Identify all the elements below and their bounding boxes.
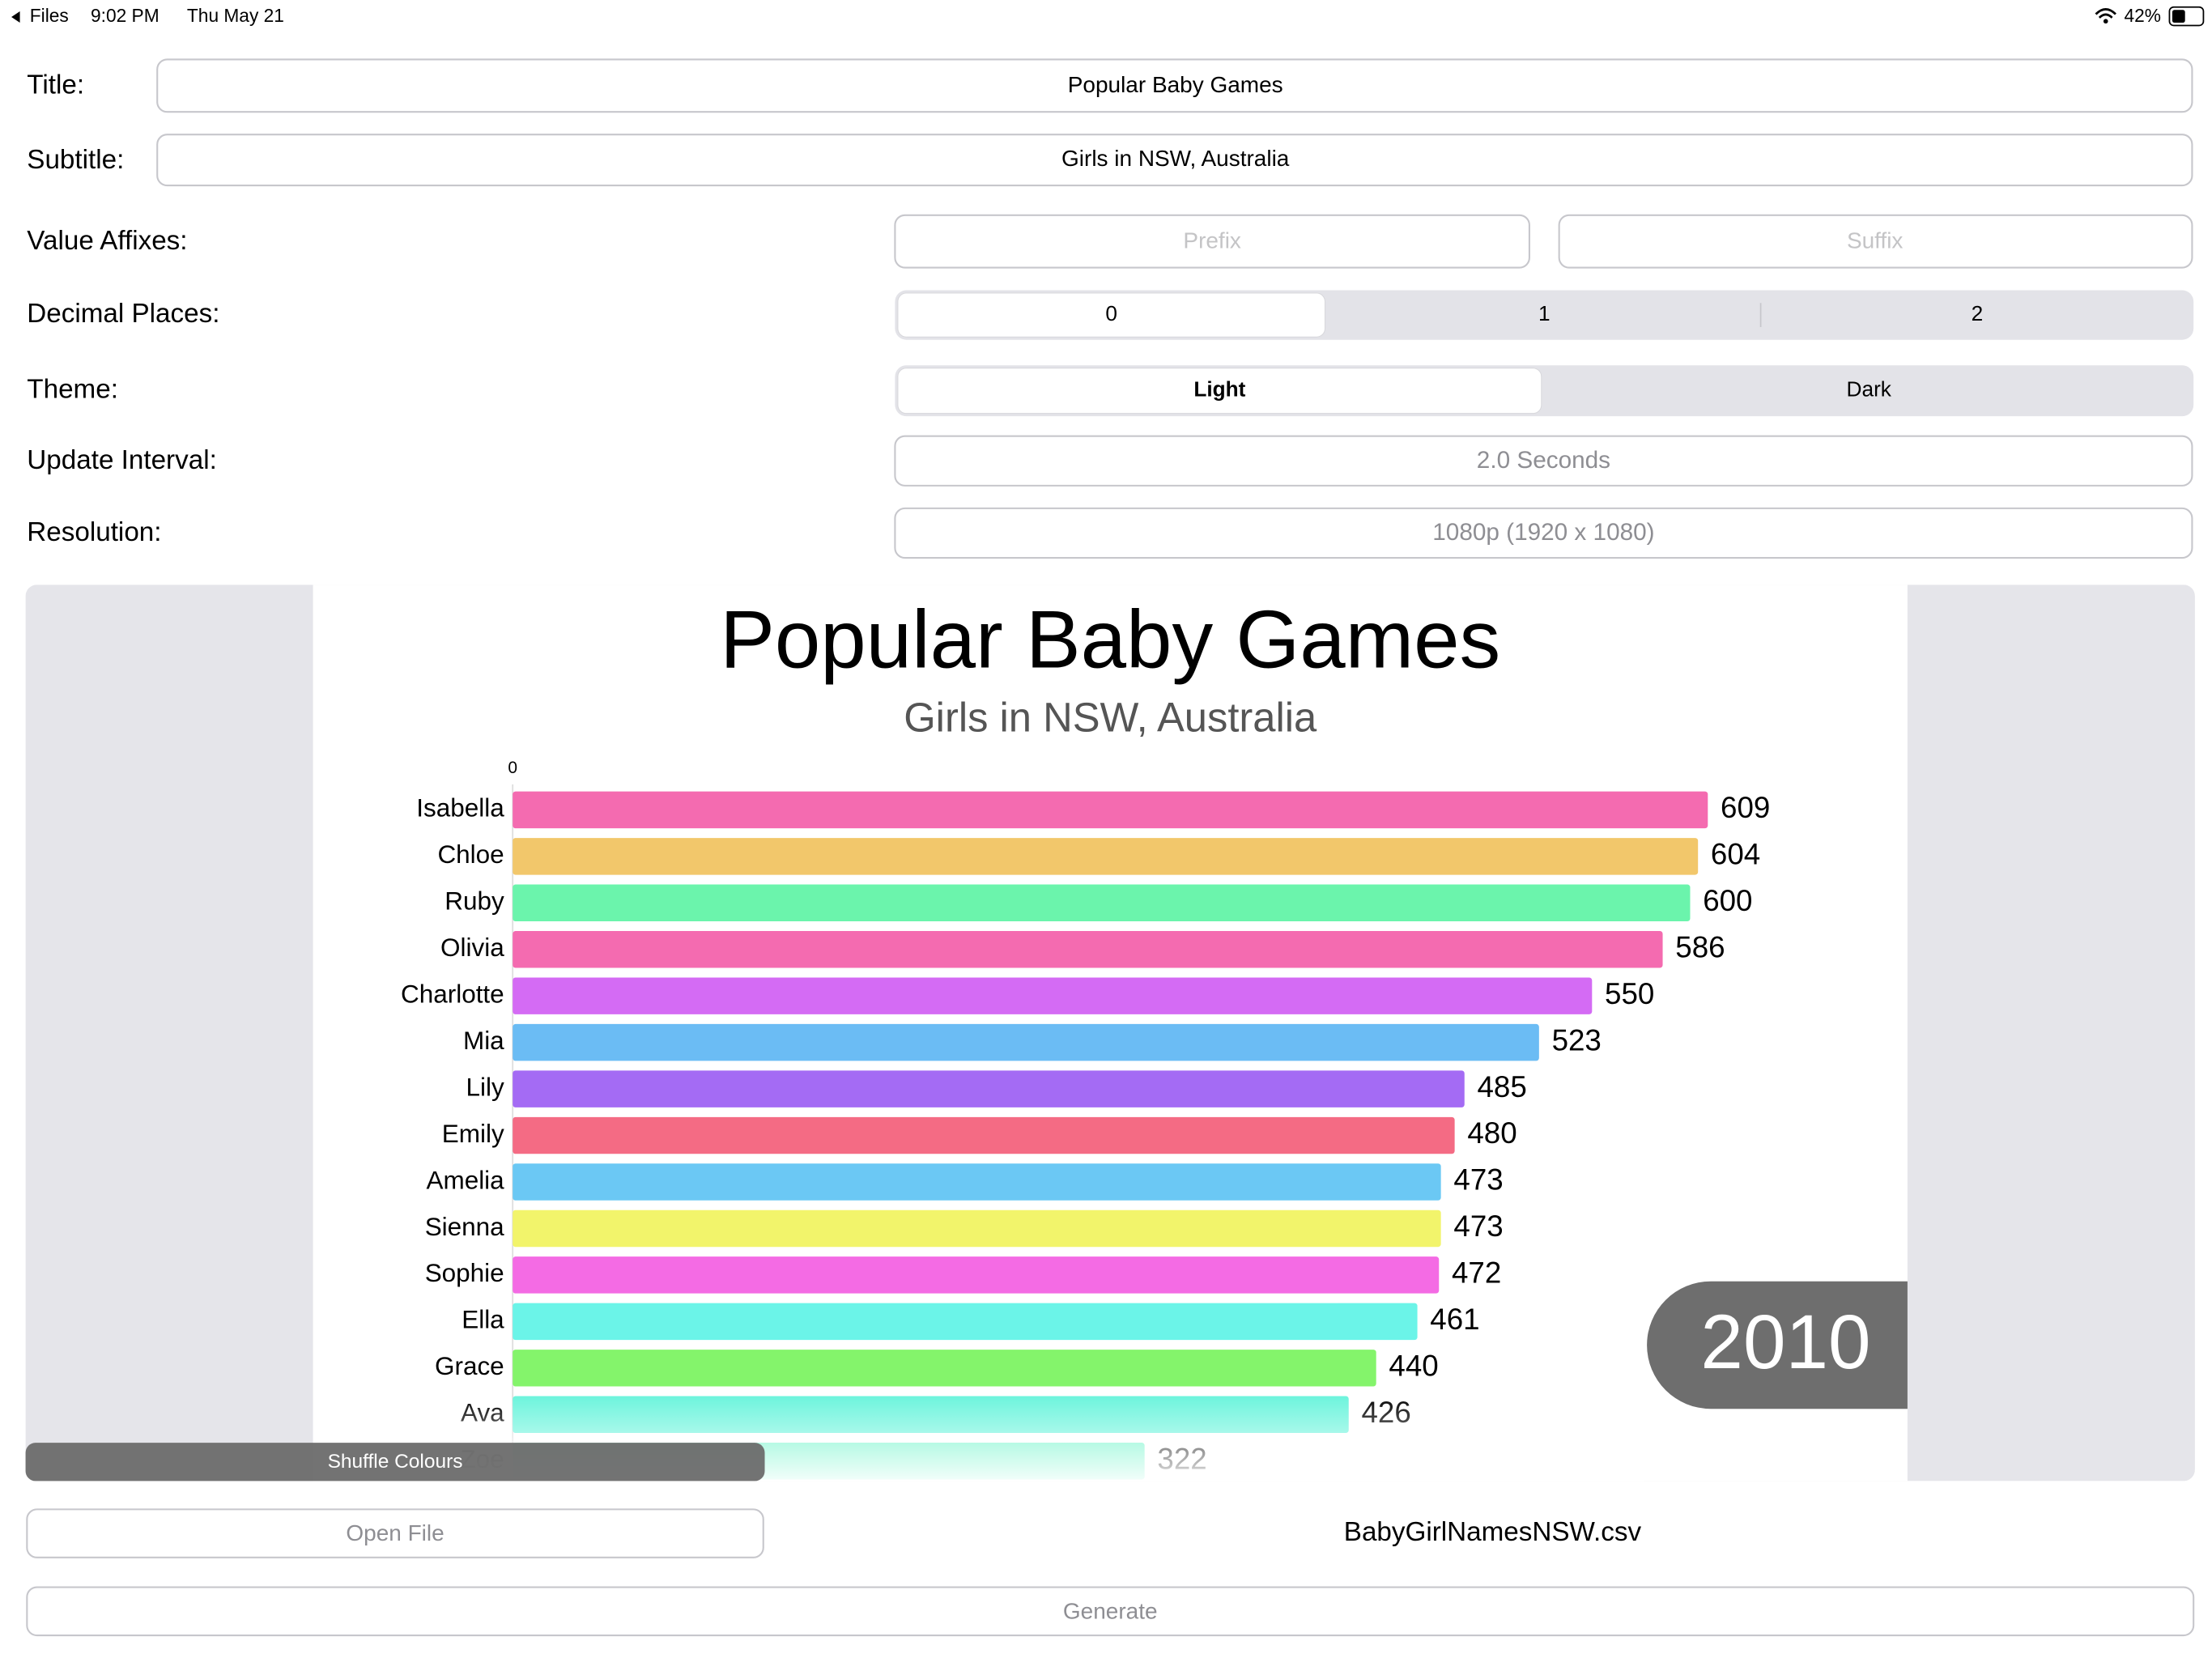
field-label: Resolution:	[27, 517, 161, 547]
value-label: 485	[1477, 1070, 1526, 1103]
category-label: Chloe	[437, 840, 504, 869]
resolution-value: 1080p (1920 x 1080)	[1432, 519, 1654, 546]
suffix-placeholder: Suffix	[1847, 227, 1903, 253]
category-label: Grace	[435, 1352, 504, 1380]
shuffle-colours-button[interactable]	[25, 1443, 765, 1482]
battery-outline	[2168, 6, 2205, 27]
update-interval-value: 2.0 Seconds	[1477, 447, 1610, 474]
category-label: Sophie	[425, 1259, 504, 1287]
bar	[513, 1209, 1441, 1248]
bar	[513, 791, 1708, 829]
bar	[513, 931, 1663, 968]
value-label: 440	[1389, 1350, 1438, 1383]
subtitle-input-text: Girls in NSW, Australia	[1061, 146, 1290, 171]
suffix-input[interactable]	[1558, 214, 2193, 269]
back-label[interactable]: Files	[30, 5, 69, 26]
bar	[513, 838, 1699, 875]
update-interval-field[interactable]	[894, 435, 2193, 487]
subtitle-input[interactable]	[156, 134, 2193, 187]
date: Thu May 21	[187, 5, 284, 26]
value-label: 523	[1552, 1023, 1602, 1056]
decimal_places-option[interactable]: 0	[1105, 301, 1117, 325]
category-label: Sienna	[425, 1213, 504, 1241]
open-file-label[interactable]: Open File	[346, 1520, 444, 1545]
value-label: 461	[1430, 1303, 1479, 1336]
chart-title: Popular Baby Games	[720, 593, 1500, 685]
title-input[interactable]	[156, 58, 2193, 113]
value-label: 586	[1675, 930, 1725, 963]
settings-form: Title: Popular Baby Games Subtitle: Girls i…	[27, 58, 2194, 559]
field-label: Subtitle:	[27, 145, 124, 175]
time: 9:02 PM	[91, 5, 160, 26]
x-tick-label: 0	[508, 759, 517, 777]
value-label: 604	[1711, 838, 1760, 871]
battery-level	[2172, 10, 2185, 23]
shuffle-colours-label[interactable]: Shuffle Colours	[328, 1451, 463, 1473]
category-label: Amelia	[427, 1166, 505, 1194]
field-label: Title:	[27, 70, 84, 100]
file-name: BabyGirlNamesNSW.csv	[1344, 1517, 1642, 1547]
value-label: 473	[1453, 1209, 1503, 1243]
resolution-field[interactable]	[894, 507, 2193, 559]
category-label: Emily	[442, 1120, 504, 1148]
prefix-input[interactable]	[894, 214, 1530, 269]
category-label: Charlotte	[401, 980, 504, 1009]
decimal_places-option[interactable]: 2	[1972, 301, 1984, 325]
value-label: 480	[1467, 1116, 1516, 1150]
value-label: 472	[1452, 1256, 1501, 1290]
bar	[513, 977, 1593, 1014]
decimal_places-selected-segment[interactable]	[897, 292, 1326, 338]
field-label: Decimal Places:	[27, 299, 219, 329]
preview: Popular Baby Games Girls in NSW, Australi…	[25, 585, 2195, 1482]
theme-selected-segment[interactable]	[897, 368, 1542, 414]
category-label: Ella	[462, 1306, 504, 1334]
value-label: 473	[1453, 1163, 1503, 1197]
period-label: 2010	[1700, 1300, 1870, 1385]
bar	[513, 884, 1691, 922]
category-label: Mia	[463, 1027, 504, 1055]
bar	[513, 1163, 1441, 1201]
category-label: Ruby	[445, 887, 504, 916]
theme-option[interactable]: Dark	[1847, 377, 1892, 402]
value-label: 609	[1721, 791, 1770, 824]
bar	[513, 1350, 1376, 1387]
back-arrow[interactable]	[11, 11, 20, 23]
bar	[513, 1116, 1455, 1154]
decimal_places-option[interactable]: 1	[1538, 301, 1551, 325]
category-label: Isabella	[416, 794, 504, 823]
generate-button[interactable]	[26, 1586, 2195, 1637]
prefix-placeholder: Prefix	[1183, 227, 1241, 253]
battery-percent: 42%	[2124, 5, 2160, 26]
generate-label[interactable]: Generate	[1063, 1598, 1158, 1623]
wifi-dot	[2103, 19, 2108, 24]
period-badge	[1647, 1281, 1908, 1409]
bar	[513, 1070, 1465, 1107]
value-label: 600	[1703, 884, 1752, 917]
bar	[513, 1256, 1440, 1294]
field-label: Theme:	[27, 374, 118, 404]
title-input-text: Popular Baby Games	[1068, 72, 1283, 97]
category-label: Lily	[466, 1073, 504, 1101]
open-file-button[interactable]	[26, 1508, 764, 1558]
field-label: Update Interval:	[27, 445, 217, 475]
theme-option[interactable]: Light	[1193, 377, 1245, 402]
chart: Popular Baby Games Girls in NSW, Australi…	[401, 593, 1908, 1482]
category-label: Olivia	[440, 933, 504, 962]
bar	[513, 1023, 1539, 1061]
field-label: Value Affixes:	[27, 226, 187, 256]
bar	[513, 1303, 1418, 1341]
wifi-icon	[2095, 7, 2116, 19]
value-label: 550	[1605, 977, 1654, 1010]
chart-subtitle: Girls in NSW, Australia	[904, 695, 1317, 741]
